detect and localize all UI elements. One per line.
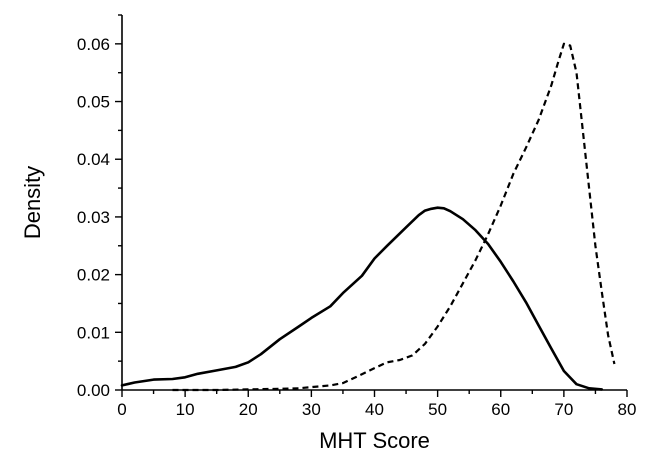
x-tick-label: 40 xyxy=(365,400,384,419)
y-tick-label: 0.00 xyxy=(77,381,110,400)
y-tick-label: 0.04 xyxy=(77,150,110,169)
x-tick-label: 60 xyxy=(491,400,510,419)
series-layer xyxy=(120,42,616,392)
y-tick-label: 0.03 xyxy=(77,208,110,227)
x-tick-label: 0 xyxy=(117,400,126,419)
y-tick-label: 0.05 xyxy=(77,93,110,112)
y-tick-label: 0.02 xyxy=(77,266,110,285)
x-tick-label: 70 xyxy=(554,400,573,419)
x-ticks: 0 10 20 30 40 50 60 70 80 xyxy=(117,390,636,419)
axes xyxy=(121,15,627,391)
y-axis-title: Density xyxy=(20,166,45,239)
x-tick-label: 10 xyxy=(176,400,195,419)
x-axis-title: MHT Score xyxy=(319,428,430,453)
y-ticks: 0.00 0.01 0.02 0.03 0.04 0.05 0.06 xyxy=(77,14,122,400)
series-line-solid xyxy=(120,206,604,391)
x-tick-label: 30 xyxy=(302,400,321,419)
series-line-dashed xyxy=(172,42,616,392)
y-tick-label: 0.06 xyxy=(77,35,110,54)
x-tick-label: 80 xyxy=(618,400,637,419)
x-tick-label: 50 xyxy=(428,400,447,419)
y-tick-label: 0.01 xyxy=(77,323,110,342)
x-tick-label: 20 xyxy=(239,400,258,419)
